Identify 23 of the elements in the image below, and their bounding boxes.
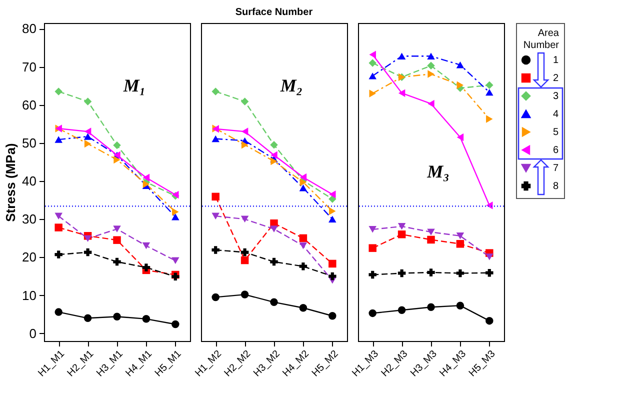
y-tick-label: 60 — [22, 97, 36, 112]
chart-title: Surface Number — [235, 7, 313, 18]
annotation: M₃ — [426, 161, 450, 182]
legend-label: 6 — [553, 145, 559, 156]
y-axis-title: Stress (MPa) — [3, 143, 18, 222]
legend-label: 5 — [553, 127, 559, 138]
y-tick-label: 70 — [22, 59, 36, 74]
y-tick-label: 0 — [29, 326, 36, 341]
legend-label: 3 — [553, 91, 559, 102]
annotation: M₂ — [279, 76, 303, 96]
y-tick-label: 80 — [22, 21, 36, 36]
legend-label: 2 — [553, 73, 559, 84]
y-tick-label: 10 — [22, 288, 36, 303]
y-tick-label: 20 — [22, 250, 36, 265]
y-tick-label: 30 — [22, 212, 36, 227]
legend-label: 4 — [553, 109, 559, 120]
legend-title: Area Number — [523, 28, 560, 51]
legend-label: 8 — [553, 181, 559, 192]
annotation: M₁ — [122, 76, 146, 96]
y-tick-label: 40 — [22, 174, 36, 189]
legend-label: 1 — [553, 55, 559, 66]
y-tick-label: 50 — [22, 135, 36, 150]
legend-label: 7 — [553, 163, 559, 174]
